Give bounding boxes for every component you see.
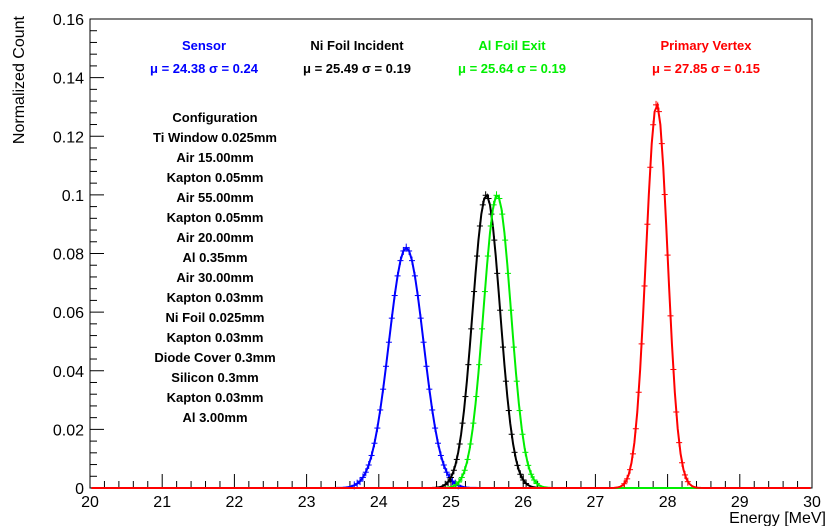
y-axis-title: Normalized Count <box>11 15 28 144</box>
configuration-layer: Kapton 0.03mm <box>167 330 264 345</box>
x-tick-label: 25 <box>442 494 460 511</box>
x-tick-label: 28 <box>659 494 677 511</box>
y-tick-label: 0.04 <box>53 364 84 381</box>
x-axis: 20 21 22 23 24 25 26 27 28 29 30 <box>81 474 821 511</box>
configuration-box: Configuration Ti Window 0.025mm Air 15.00m… <box>153 110 277 425</box>
y-tick-label: 0.14 <box>53 71 84 88</box>
legend-stats-ni-foil-incident: μ = 25.49 σ = 0.19 <box>303 61 411 76</box>
configuration-layer: Kapton 0.05mm <box>167 170 264 185</box>
x-tick-label: 26 <box>514 494 532 511</box>
series-primary-vertex <box>91 100 811 489</box>
configuration-layer: Air 55.00mm <box>176 190 253 205</box>
y-tick-label: 0.16 <box>53 12 84 29</box>
legend-title-al-foil-exit: Al Foil Exit <box>478 38 546 53</box>
x-tick-label: 21 <box>153 494 171 511</box>
legend-stats-sensor: μ = 24.38 σ = 0.24 <box>150 61 259 76</box>
configuration-layer: Air 15.00mm <box>176 150 253 165</box>
y-axis: 0 0.02 0.04 0.06 0.08 0.1 0.12 0.14 0.16 <box>53 12 104 498</box>
legend-stats-primary-vertex: μ = 27.85 σ = 0.15 <box>652 61 760 76</box>
configuration-layer: Al 0.35mm <box>182 250 247 265</box>
configuration-layer: Silicon 0.3mm <box>171 370 258 385</box>
legend-title-sensor: Sensor <box>182 38 226 53</box>
y-tick-label: 0.12 <box>53 129 84 146</box>
x-tick-label: 30 <box>803 494 821 511</box>
legend-title-primary-vertex: Primary Vertex <box>660 38 752 53</box>
configuration-layer: Diode Cover 0.3mm <box>154 350 275 365</box>
legend-title-ni-foil-incident: Ni Foil Incident <box>310 38 404 53</box>
x-tick-label: 24 <box>370 494 388 511</box>
series-line <box>91 101 811 489</box>
legend-stats-al-foil-exit: μ = 25.64 σ = 0.19 <box>458 61 566 76</box>
x-tick-label: 23 <box>298 494 316 511</box>
series-layer <box>91 100 811 490</box>
y-tick-label: 0 <box>75 481 84 498</box>
y-tick-label: 0.1 <box>62 188 84 205</box>
y-tick-label: 0.02 <box>53 422 84 439</box>
configuration-layer: Al 3.00mm <box>182 410 247 425</box>
x-tick-label: 29 <box>731 494 749 511</box>
x-tick-label: 27 <box>587 494 605 511</box>
configuration-layer: Air 20.00mm <box>176 230 253 245</box>
configuration-layer: Ni Foil 0.025mm <box>166 310 265 325</box>
y-tick-label: 0.08 <box>53 247 84 264</box>
configuration-layer: Ti Window 0.025mm <box>153 130 277 145</box>
y-tick-label: 0.06 <box>53 305 84 322</box>
legend: Sensor μ = 24.38 σ = 0.24 Ni Foil Incident… <box>150 38 760 76</box>
configuration-layer: Kapton 0.03mm <box>167 290 264 305</box>
configuration-layer: Air 30.00mm <box>176 270 253 285</box>
x-tick-label: 22 <box>226 494 244 511</box>
configuration-title: Configuration <box>172 110 257 125</box>
configuration-layer: Kapton 0.05mm <box>167 210 264 225</box>
x-axis-title: Energy [MeV] <box>729 510 826 526</box>
configuration-layer: Kapton 0.03mm <box>167 390 264 405</box>
x-tick-label: 20 <box>81 494 99 511</box>
